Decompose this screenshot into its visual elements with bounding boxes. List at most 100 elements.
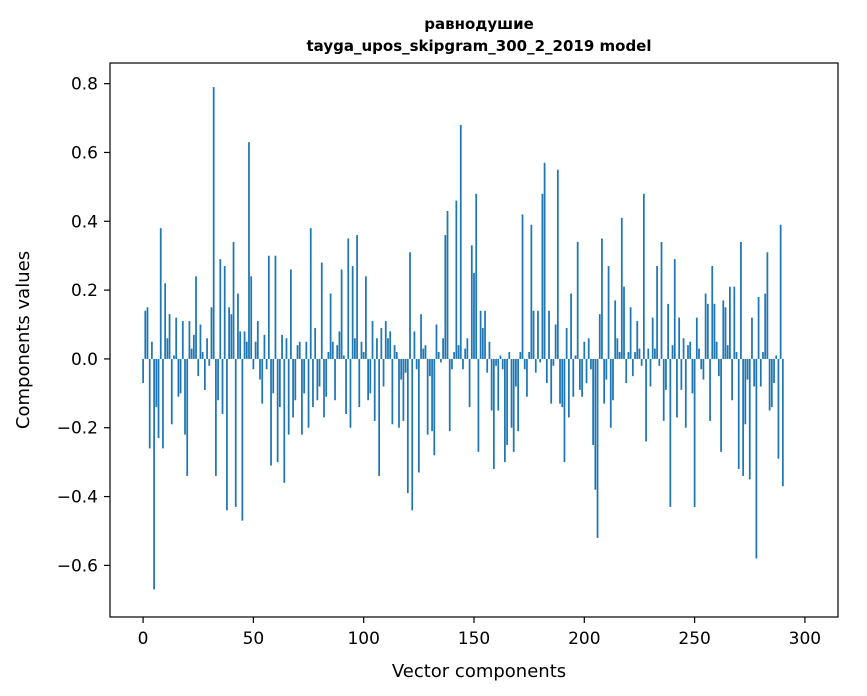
bar-component-240 — [671, 345, 674, 359]
bar-component-126 — [420, 314, 422, 359]
bar-component-271 — [740, 241, 742, 359]
bar-component-211 — [607, 266, 610, 359]
bar-component-125 — [417, 358, 420, 473]
bar-component-105 — [373, 358, 376, 421]
bar-component-60 — [274, 255, 277, 359]
bar-component-76 — [309, 228, 312, 359]
bar-component-77 — [312, 358, 314, 408]
bar-component-256 — [706, 303, 709, 359]
bar-component-118 — [402, 358, 405, 421]
bar-component-275 — [748, 358, 751, 480]
bar-component-73 — [303, 358, 306, 394]
bar-component-200 — [583, 341, 586, 359]
bar-component-39 — [228, 307, 230, 359]
bar-component-248 — [689, 341, 692, 359]
bar-component-22 — [190, 348, 193, 359]
bar-component-48 — [248, 142, 250, 359]
bar-component-172 — [521, 214, 524, 359]
bar-component-165 — [506, 358, 508, 445]
bar-component-149 — [470, 245, 473, 359]
bar-component-88 — [336, 345, 339, 359]
x-tick-label: 50 — [243, 629, 265, 649]
bar-component-11 — [166, 338, 169, 359]
x-tick-label: 300 — [789, 629, 821, 649]
bar-component-218 — [623, 286, 625, 359]
bar-component-128 — [424, 345, 427, 359]
y-axis-label: Components values — [13, 251, 34, 429]
bar-component-123 — [413, 331, 416, 359]
bar-component-261 — [717, 358, 720, 377]
bar-component-120 — [406, 358, 409, 494]
bar-component-59 — [272, 358, 275, 394]
bar-component-190 — [561, 358, 564, 408]
bar-component-28 — [203, 358, 206, 390]
bar-component-278 — [755, 358, 758, 559]
bar-component-87 — [334, 358, 336, 401]
bar-component-138 — [446, 210, 449, 359]
y-tick-label: 0.4 — [71, 212, 98, 232]
bar-component-155 — [484, 310, 486, 359]
bar-component-216 — [618, 352, 621, 359]
bar-component-101 — [365, 276, 367, 359]
bar-component-160 — [495, 358, 497, 366]
bar-component-284 — [768, 358, 771, 411]
bar-component-115 — [395, 352, 398, 359]
bar-component-53 — [259, 358, 261, 380]
bar-component-41 — [232, 241, 235, 359]
bar-component-219 — [625, 358, 628, 384]
bar-component-79 — [316, 358, 319, 401]
bar-component-251 — [695, 317, 698, 359]
bar-component-62 — [278, 358, 281, 408]
bar-component-93 — [347, 238, 350, 359]
bar-component-212 — [609, 358, 612, 428]
bar-component-145 — [462, 358, 464, 370]
bar-component-45 — [241, 358, 244, 521]
y-tick-label: 0.6 — [71, 143, 98, 163]
bar-component-150 — [473, 272, 475, 359]
bar-component-238 — [667, 303, 670, 359]
bar-component-34 — [217, 358, 219, 401]
bar-component-269 — [735, 352, 738, 359]
bar-component-196 — [574, 355, 577, 359]
bar-component-61 — [276, 358, 279, 463]
bar-component-1 — [144, 310, 147, 359]
chart-title: равнодушие — [424, 15, 534, 33]
bar-component-146 — [464, 348, 467, 359]
bar-component-4 — [151, 341, 153, 359]
bar-component-89 — [338, 331, 341, 359]
bar-component-9 — [162, 358, 164, 449]
bar-component-250 — [693, 358, 696, 507]
bar-component-277 — [753, 358, 756, 387]
bar-component-107 — [378, 358, 381, 476]
bar-component-179 — [537, 310, 539, 359]
bar-component-253 — [700, 358, 703, 370]
bar-component-173 — [523, 358, 526, 370]
bar-component-207 — [598, 314, 601, 359]
bar-component-159 — [492, 358, 495, 470]
bar-component-144 — [459, 124, 462, 359]
bar-component-282 — [764, 293, 767, 359]
bar-component-135 — [440, 358, 442, 363]
bar-component-116 — [398, 358, 400, 428]
bar-component-273 — [744, 358, 747, 425]
bar-component-279 — [757, 296, 760, 359]
bar-component-213 — [612, 358, 614, 401]
bar-component-169 — [515, 358, 517, 387]
bar-component-133 — [435, 324, 438, 359]
x-tick-label: 150 — [458, 629, 490, 649]
bar-component-68 — [292, 358, 294, 418]
bar-component-16 — [177, 358, 180, 397]
bar-component-264 — [724, 307, 727, 359]
bar-component-119 — [404, 358, 407, 373]
bar-component-163 — [501, 358, 504, 370]
bar-component-112 — [389, 331, 392, 359]
bar-component-109 — [382, 358, 385, 387]
bar-component-143 — [457, 345, 460, 359]
bar-component-249 — [691, 358, 694, 394]
bar-component-226 — [640, 358, 643, 366]
chart-subtitle: tayga_upos_skipgram_300_2_2019 model — [307, 37, 652, 55]
bar-component-286 — [773, 358, 775, 384]
bar-component-178 — [534, 358, 537, 373]
bar-component-164 — [504, 358, 506, 463]
